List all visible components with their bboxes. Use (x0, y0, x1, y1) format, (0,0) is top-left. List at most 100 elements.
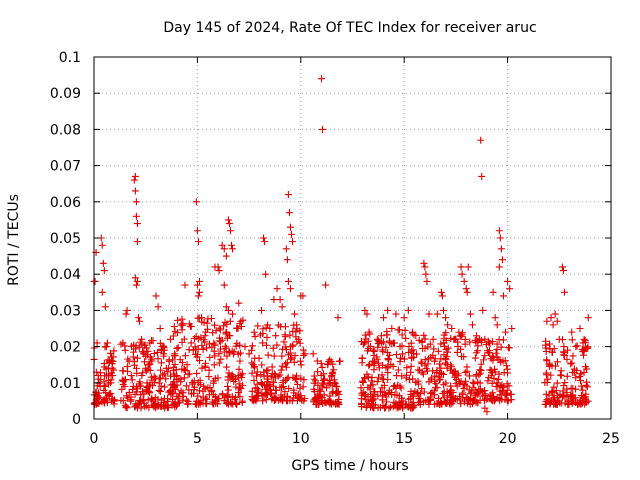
data-point (190, 377, 198, 385)
data-point (278, 383, 286, 391)
data-point (225, 369, 233, 377)
data-point (447, 334, 455, 342)
data-point (428, 374, 436, 382)
data-point (124, 355, 132, 363)
data-point (229, 245, 237, 253)
data-point (215, 324, 223, 332)
data-point (180, 365, 188, 373)
data-point (119, 397, 127, 405)
data-points (90, 75, 592, 416)
data-point (100, 267, 108, 275)
data-point (94, 389, 102, 397)
data-point (504, 277, 512, 285)
data-point (335, 395, 343, 403)
data-point (364, 397, 372, 405)
data-point (434, 347, 442, 355)
data-point (463, 382, 471, 390)
data-point (408, 400, 416, 408)
data-point (233, 400, 241, 408)
data-point (363, 370, 371, 378)
data-point (182, 367, 190, 375)
data-point (160, 352, 168, 360)
data-point (439, 306, 447, 314)
data-point (210, 347, 218, 355)
data-point (389, 339, 397, 347)
data-point (222, 303, 230, 311)
data-point (151, 394, 159, 402)
data-point (133, 369, 141, 377)
data-point (297, 374, 305, 382)
data-point (493, 394, 501, 402)
data-point (210, 361, 218, 369)
data-point (187, 339, 195, 347)
data-point (104, 356, 112, 364)
data-point (501, 396, 509, 404)
data-point (293, 372, 301, 380)
data-point (437, 364, 445, 372)
data-point (286, 396, 294, 404)
data-point (271, 374, 279, 382)
data-point (297, 361, 305, 369)
data-point (443, 396, 451, 404)
data-point (195, 314, 203, 322)
data-point (387, 403, 395, 411)
data-point (286, 349, 294, 357)
data-point (103, 339, 111, 347)
data-point (185, 346, 193, 354)
data-point (321, 375, 329, 383)
y-tick-label: 0.04 (50, 267, 81, 283)
data-point (369, 404, 377, 412)
data-point (433, 368, 441, 376)
data-point (410, 331, 418, 339)
data-point (300, 376, 308, 384)
data-point (440, 331, 448, 339)
data-point (235, 299, 243, 307)
data-point (407, 362, 415, 370)
data-point (282, 245, 290, 253)
data-point (296, 327, 304, 335)
data-point (573, 342, 581, 350)
data-point (259, 329, 267, 337)
data-point (412, 378, 420, 386)
data-point (146, 381, 154, 389)
data-point (230, 348, 238, 356)
data-point (178, 315, 186, 323)
data-point (236, 349, 244, 357)
data-point (425, 396, 433, 404)
data-point (422, 397, 430, 405)
data-point (156, 387, 164, 395)
data-point (248, 342, 256, 350)
data-point (402, 374, 410, 382)
data-point (582, 399, 590, 407)
data-point (283, 359, 291, 367)
data-point (576, 325, 584, 332)
data-point (174, 329, 182, 337)
data-point (369, 395, 377, 403)
data-point (420, 388, 428, 396)
data-point (108, 364, 116, 372)
data-point (505, 344, 513, 352)
data-point (250, 376, 258, 384)
data-point (174, 316, 182, 324)
data-point (506, 285, 514, 293)
data-point (556, 371, 564, 379)
data-point (195, 277, 203, 285)
data-point (378, 384, 386, 392)
data-point (490, 365, 498, 373)
data-point (205, 373, 213, 381)
data-point (283, 392, 291, 400)
data-point (132, 281, 140, 289)
data-point (583, 378, 591, 386)
data-point (149, 337, 157, 345)
data-point (130, 358, 138, 366)
data-point (584, 344, 592, 352)
data-point (278, 303, 286, 311)
data-point (407, 368, 415, 376)
data-point (454, 338, 462, 346)
data-point (504, 397, 512, 405)
data-point (367, 382, 375, 390)
data-point (442, 336, 450, 344)
data-point (450, 367, 458, 375)
data-point (282, 363, 290, 371)
data-point (142, 386, 150, 394)
